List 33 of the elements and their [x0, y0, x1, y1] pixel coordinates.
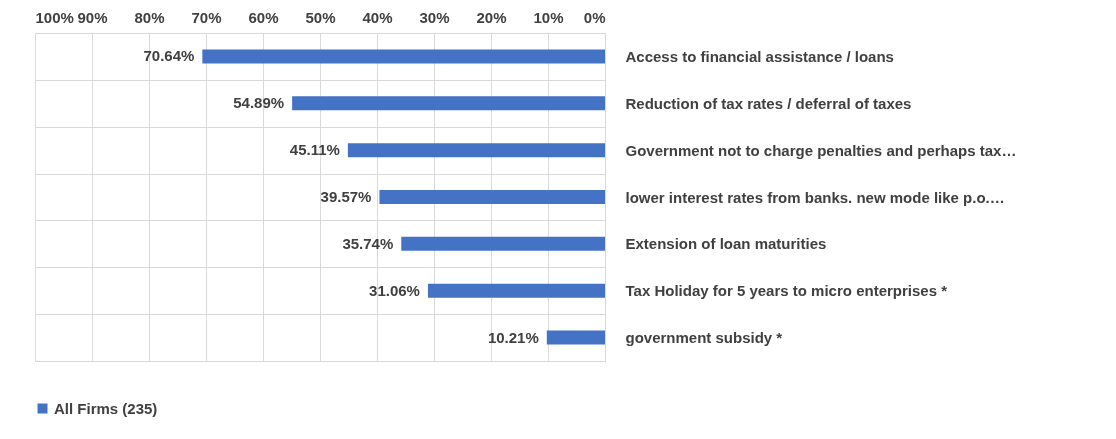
- y-tick-label: lower interest rates from banks. new mode like p.o.…: [625, 188, 1005, 206]
- data-label: 10.21%: [487, 328, 539, 346]
- data-label: 54.89%: [233, 94, 285, 112]
- y-tick-label: Reduction of tax rates / deferral of taxes: [625, 94, 912, 112]
- x-tick-label: 90%: [77, 8, 108, 26]
- bar: [379, 190, 605, 204]
- x-tick-label: 100%: [35, 8, 74, 26]
- x-tick-label: 70%: [191, 8, 222, 26]
- data-label: 45.11%: [289, 141, 340, 159]
- x-tick-label: 0%: [583, 8, 606, 26]
- bar: [401, 236, 605, 251]
- bar: [427, 283, 605, 298]
- x-tick-label: 30%: [419, 8, 450, 26]
- bar: [546, 330, 605, 345]
- x-tick-label: 10%: [533, 8, 564, 26]
- x-tick-label: 20%: [476, 8, 507, 26]
- y-tick-label: Extension of loan maturities: [625, 235, 827, 253]
- legend-label: All Firms (235): [54, 399, 158, 417]
- data-label: 70.64%: [143, 47, 195, 65]
- y-tick-label: Access to financial assistance / loans: [625, 47, 894, 65]
- y-tick-label: Government not to charge penalties and perhaps tax…: [625, 141, 1017, 159]
- bar: [347, 143, 605, 158]
- x-tick-label: 40%: [362, 8, 393, 26]
- data-label: 35.74%: [342, 234, 394, 252]
- x-tick-label: 50%: [305, 8, 336, 26]
- x-tick-label: 80%: [134, 8, 165, 26]
- y-tick-label: government subsidy *: [625, 329, 783, 347]
- data-label: 39.57%: [320, 188, 372, 205]
- data-label: 31.06%: [369, 281, 420, 299]
- y-tick-label: Tax Holiday for 5 years to micro enterprises *: [625, 282, 948, 300]
- x-tick-label: 60%: [248, 8, 279, 26]
- bar: [202, 49, 605, 64]
- bar: [292, 96, 605, 111]
